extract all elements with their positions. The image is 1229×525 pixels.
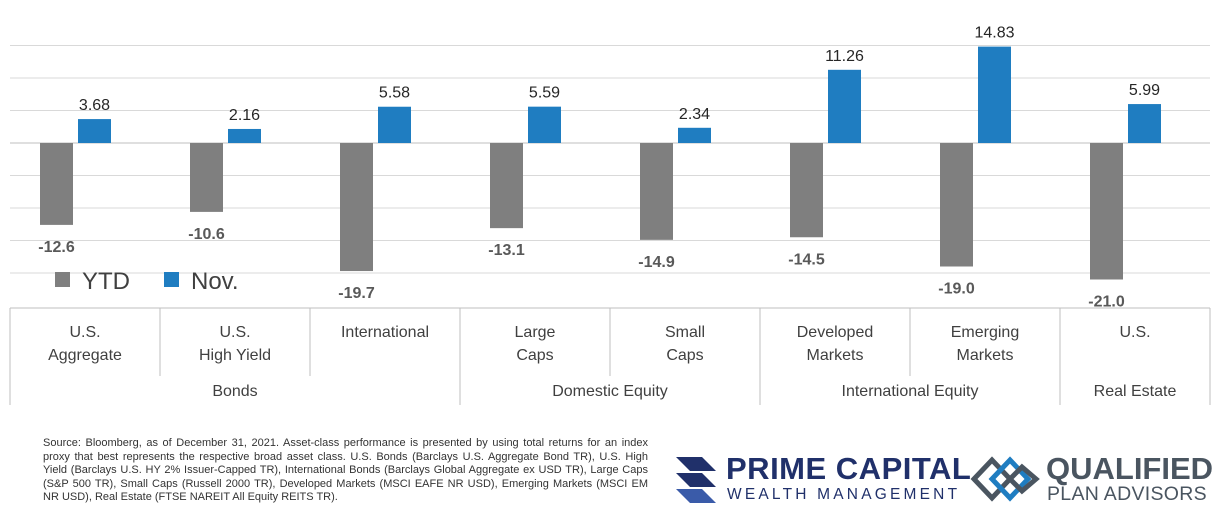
bar-ytd — [490, 143, 523, 229]
data-label: 14.83 — [974, 25, 1014, 42]
data-label: 2.34 — [679, 106, 710, 123]
data-label: -19.7 — [338, 285, 375, 302]
data-label: 3.68 — [79, 97, 110, 114]
category-label: Emerging — [951, 324, 1019, 341]
qualified-plan-advisors-logo: QUALIFIED PLAN ADVISORS — [970, 450, 1215, 508]
legend: YTD Nov. — [55, 268, 239, 295]
prime-capital-logo: PRIME CAPITAL WEALTH MANAGEMENT — [672, 451, 971, 506]
prime-capital-name: PRIME CAPITAL — [726, 451, 972, 486]
bar-ytd — [40, 143, 73, 225]
qualified-mark-icon — [970, 456, 1040, 502]
bar-nov — [78, 119, 111, 143]
group-label: International Equity — [842, 383, 979, 400]
data-label: 5.58 — [379, 85, 410, 102]
data-label: -10.6 — [188, 226, 225, 243]
bars — [40, 46, 1161, 280]
category-label: International — [341, 324, 429, 341]
category-label: High Yield — [199, 347, 271, 364]
bar-ytd — [190, 143, 223, 212]
legend-label: Nov. — [191, 268, 239, 295]
bar-ytd — [1090, 143, 1123, 280]
category-label: Large — [515, 324, 556, 341]
data-label: 2.16 — [229, 107, 260, 124]
bar-ytd — [340, 143, 373, 272]
category-label: U.S. — [1119, 324, 1150, 341]
bar-nov — [1128, 104, 1161, 143]
bar-nov — [678, 127, 711, 143]
group-label: Real Estate — [1094, 383, 1177, 400]
data-label: 11.26 — [825, 48, 864, 65]
qualified-name: QUALIFIED — [1046, 451, 1214, 486]
category-label: U.S. — [219, 324, 250, 341]
data-label: 5.59 — [529, 85, 560, 102]
data-label: 5.99 — [1129, 82, 1160, 99]
category-axis: U.S. Aggregate U.S. High Yield International… — [9, 307, 1211, 405]
prime-capital-subtitle: WEALTH MANAGEMENT — [727, 486, 961, 503]
category-label: U.S. — [69, 324, 100, 341]
bar-ytd — [790, 143, 823, 238]
bar-ytd — [640, 143, 673, 240]
category-label: Developed — [797, 324, 874, 341]
qualified-subtitle: PLAN ADVISORS — [1047, 483, 1207, 505]
data-label: -14.5 — [788, 251, 825, 268]
data-label: -12.6 — [38, 239, 75, 256]
legend-swatch — [164, 272, 179, 287]
bar-nov — [378, 106, 411, 143]
data-labels: -12.6 -10.6 -19.7 -13.1 -14.9 -14.5 -19.0 -21.0… — [38, 25, 1160, 311]
category-label: Caps — [666, 347, 703, 364]
legend-label: YTD — [82, 268, 130, 295]
category-label: Caps — [516, 347, 553, 364]
bar-nov — [978, 46, 1011, 144]
category-label: Markets — [807, 347, 864, 364]
group-label: Domestic Equity — [552, 383, 668, 400]
data-label: -14.9 — [638, 254, 675, 271]
bar-nov — [228, 128, 261, 143]
group-label: Bonds — [212, 383, 257, 400]
legend-swatch — [55, 272, 70, 287]
bar-chart: -12.6 -10.6 -19.7 -13.1 -14.9 -14.5 -19.0 -21.0… — [9, 25, 1211, 405]
data-label: -13.1 — [488, 242, 525, 259]
category-label: Small — [665, 324, 705, 341]
bar-nov — [528, 106, 561, 143]
category-label: Markets — [957, 347, 1014, 364]
source-note: Source: Bloomberg, as of December 31, 20… — [43, 437, 648, 504]
data-label: -21.0 — [1088, 294, 1125, 311]
bar-ytd — [940, 143, 973, 267]
bar-nov — [828, 69, 861, 143]
prime-capital-mark-icon — [676, 457, 716, 503]
category-label: Aggregate — [48, 347, 122, 364]
data-label: -19.0 — [938, 281, 975, 298]
